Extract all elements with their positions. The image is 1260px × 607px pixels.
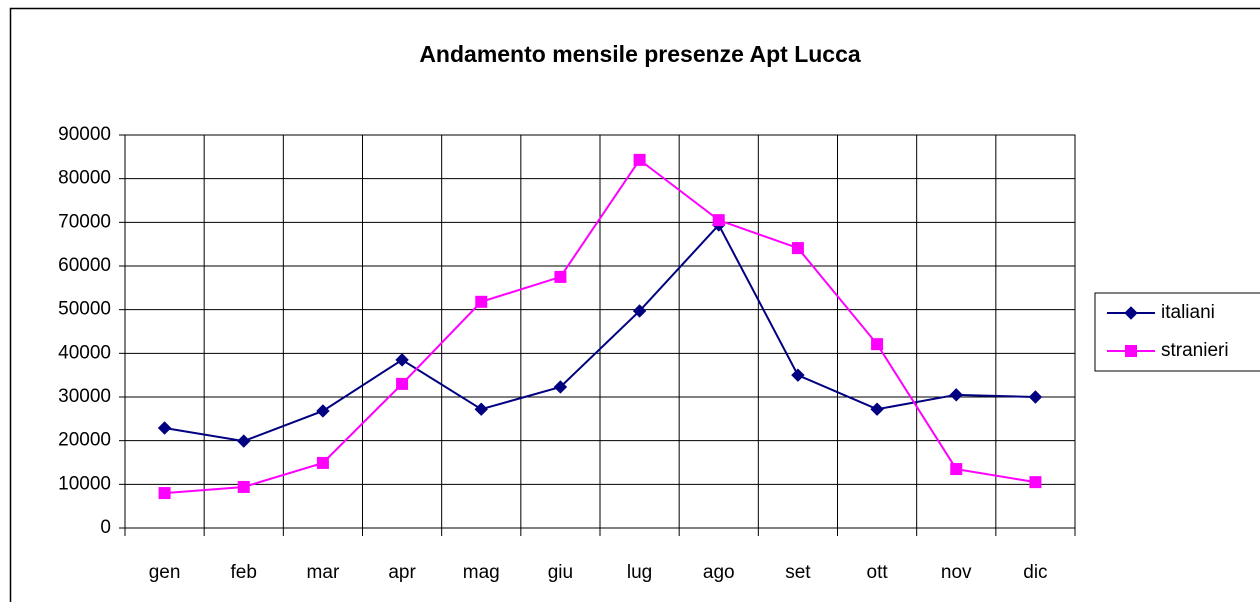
legend-label: stranieri bbox=[1161, 340, 1229, 361]
y-tick-label: 40000 bbox=[58, 342, 111, 363]
y-tick-label: 60000 bbox=[58, 255, 111, 276]
x-tick-label: nov bbox=[941, 562, 972, 583]
legend-marker bbox=[1126, 346, 1137, 357]
y-tick-label: 50000 bbox=[58, 299, 111, 320]
data-point bbox=[555, 271, 566, 282]
y-tick-label: 90000 bbox=[58, 124, 111, 145]
y-tick-label: 70000 bbox=[58, 211, 111, 232]
data-point bbox=[792, 243, 803, 254]
x-tick-label: giu bbox=[548, 562, 573, 583]
x-tick-label: feb bbox=[231, 562, 257, 583]
y-tick-label: 30000 bbox=[58, 386, 111, 407]
chart-title: Andamento mensile presenze Apt Lucca bbox=[419, 41, 861, 67]
data-point bbox=[317, 457, 328, 468]
y-tick-label: 10000 bbox=[58, 473, 111, 494]
x-tick-label: mag bbox=[463, 562, 500, 583]
x-tick-label: dic bbox=[1023, 562, 1047, 583]
x-tick-label: mar bbox=[307, 562, 340, 583]
y-tick-label: 0 bbox=[100, 517, 111, 538]
data-point bbox=[1030, 477, 1041, 488]
x-tick-label: ott bbox=[867, 562, 889, 583]
x-tick-label: gen bbox=[149, 562, 181, 583]
x-tick-label: ago bbox=[703, 562, 735, 583]
x-tick-label: lug bbox=[627, 562, 652, 583]
data-point bbox=[159, 488, 170, 499]
x-tick-label: set bbox=[785, 562, 811, 583]
data-point bbox=[951, 464, 962, 475]
data-point bbox=[238, 481, 249, 492]
data-point bbox=[872, 339, 883, 350]
data-point bbox=[476, 296, 487, 307]
y-tick-label: 20000 bbox=[58, 430, 111, 451]
legend-label: italiani bbox=[1161, 302, 1215, 323]
data-point bbox=[713, 215, 724, 226]
y-tick-label: 80000 bbox=[58, 168, 111, 189]
data-point bbox=[634, 154, 645, 165]
data-point bbox=[397, 378, 408, 389]
x-tick-label: apr bbox=[388, 562, 416, 583]
